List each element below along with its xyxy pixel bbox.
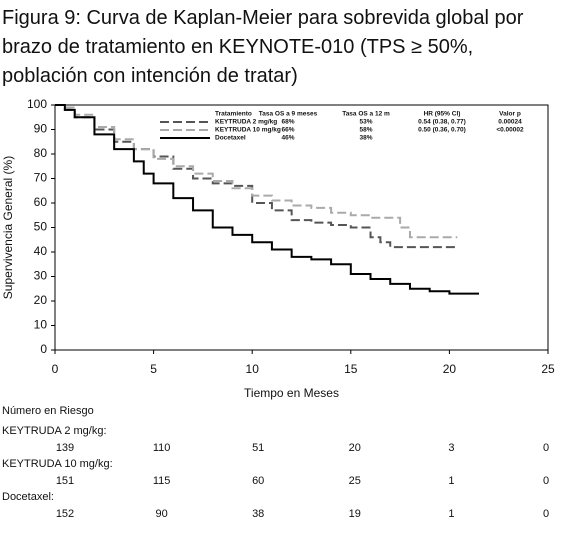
x-tick-label: 10 xyxy=(246,362,260,376)
chart-title: Figura 9: Curva de Kaplan-Meier para sob… xyxy=(2,7,524,87)
legend-label: Docetaxel xyxy=(215,135,246,142)
y-tick-label: 50 xyxy=(34,220,48,234)
y-axis-label: Supervivencia General (%) xyxy=(1,156,15,299)
risk-value: 1 xyxy=(448,508,454,520)
risk-value: 110 xyxy=(153,442,171,454)
risk-value: 151 xyxy=(56,475,74,487)
risk-value: 139 xyxy=(56,442,74,454)
risk-value: 20 xyxy=(349,442,361,454)
km-curve xyxy=(55,104,479,295)
risk-value: 60 xyxy=(252,475,264,487)
legend-header: Tasa OS a 9 meses xyxy=(259,111,318,118)
y-tick-label: 80 xyxy=(34,146,48,160)
risk-value: 25 xyxy=(349,475,361,487)
legend-cell: 58% xyxy=(359,127,372,134)
legend-cell: 53% xyxy=(359,119,372,126)
legend-header: Tratamiento xyxy=(215,111,252,118)
risk-label: Docetaxel: xyxy=(2,491,54,503)
x-tick-label: 15 xyxy=(344,362,358,376)
risk-label: KEYTRUDA 2 mg/kg: xyxy=(2,425,107,437)
y-tick-label: 30 xyxy=(34,269,48,283)
x-tick-label: 20 xyxy=(443,362,457,376)
y-tick-label: 40 xyxy=(34,244,48,258)
legend-cell: 46% xyxy=(281,135,294,142)
risk-value: 0 xyxy=(543,475,549,487)
legend-label: KEYTRUDA 10 mg/kg xyxy=(215,127,281,134)
risk-value: 51 xyxy=(252,442,264,454)
y-tick-label: 60 xyxy=(34,195,48,209)
risk-value: 152 xyxy=(56,508,74,520)
legend-header: HR (95% CI) xyxy=(424,111,461,118)
x-tick-label: 0 xyxy=(52,362,59,376)
legend-header: Tasa OS a 12 m xyxy=(342,111,390,118)
risk-value: 0 xyxy=(543,508,549,520)
y-tick-label: 20 xyxy=(34,293,48,307)
y-tick-label: 0 xyxy=(40,342,47,356)
legend-cell: 66% xyxy=(281,127,294,134)
y-tick-label: 90 xyxy=(34,122,48,136)
legend-cell: 0.00024 xyxy=(498,119,522,126)
legend-header: Valor p xyxy=(499,111,521,118)
legend-cell: 68% xyxy=(281,119,294,126)
legend-cell: 0.50 (0.36, 0.70) xyxy=(418,127,466,134)
risk-value: 19 xyxy=(349,508,361,520)
legend-cell: <0.00002 xyxy=(496,127,524,134)
y-tick-label: 10 xyxy=(34,318,48,332)
risk-value: 0 xyxy=(543,442,549,454)
y-tick-label: 100 xyxy=(27,97,47,111)
risk-title: Número en Riesgo xyxy=(2,405,94,417)
legend-label: KEYTRUDA 2 mg/kg xyxy=(215,119,277,126)
km-curve xyxy=(55,104,458,239)
x-tick-label: 5 xyxy=(150,362,157,376)
risk-label: KEYTRUDA 10 mg/kg: xyxy=(2,458,113,470)
x-tick-label: 25 xyxy=(541,362,555,376)
risk-value: 115 xyxy=(153,475,171,487)
risk-value: 38 xyxy=(252,508,264,520)
y-tick-label: 70 xyxy=(34,171,48,185)
x-axis-label: Tiempo en Meses xyxy=(244,386,339,400)
risk-value: 90 xyxy=(155,508,167,520)
risk-value: 3 xyxy=(448,442,454,454)
risk-value: 1 xyxy=(448,475,454,487)
legend-cell: 0.54 (0.38, 0.77) xyxy=(418,119,466,126)
legend-cell: 38% xyxy=(359,135,372,142)
